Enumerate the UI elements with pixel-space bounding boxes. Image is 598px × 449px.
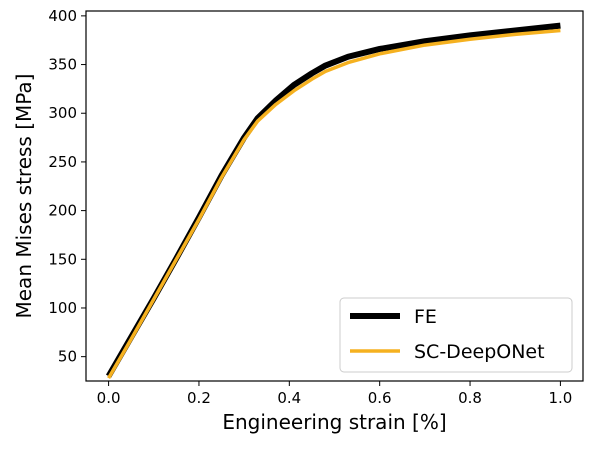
legend-label-sc-deeponet: SC-DeepONet: [414, 341, 545, 363]
y-tick-label: 100: [48, 299, 77, 317]
y-tick-label: 400: [48, 7, 77, 25]
x-tick-label: 0.4: [277, 389, 301, 407]
y-tick-label: 50: [58, 348, 77, 366]
x-axis-label: Engineering strain [%]: [222, 410, 446, 434]
ticks-layer: 0.0 0.2 0.4 0.6 0.8 1.0 50 100 150 200 250 300 350 40…: [48, 7, 572, 407]
y-tick-label: 350: [48, 56, 77, 74]
legend-label-fe: FE: [414, 306, 437, 328]
y-axis-label: Mean Mises stress [MPa]: [12, 74, 36, 319]
legend: FE SC-DeepONet: [339, 297, 573, 373]
x-tick-label: 0.8: [458, 389, 482, 407]
x-tick-label: 0.6: [368, 389, 392, 407]
plot-frame: [85, 10, 584, 382]
y-tick-label: 250: [48, 153, 77, 171]
y-tick-label: 300: [48, 104, 77, 122]
y-tick-label: 200: [48, 202, 77, 220]
lines-layer: [105, 22, 561, 379]
x-tick-label: 1.0: [548, 389, 572, 407]
y-tick-label: 150: [48, 250, 77, 268]
x-tick-label: 0.0: [97, 389, 121, 407]
series-line-sc-deeponet: [107, 28, 561, 379]
x-tick-label: 0.2: [187, 389, 211, 407]
